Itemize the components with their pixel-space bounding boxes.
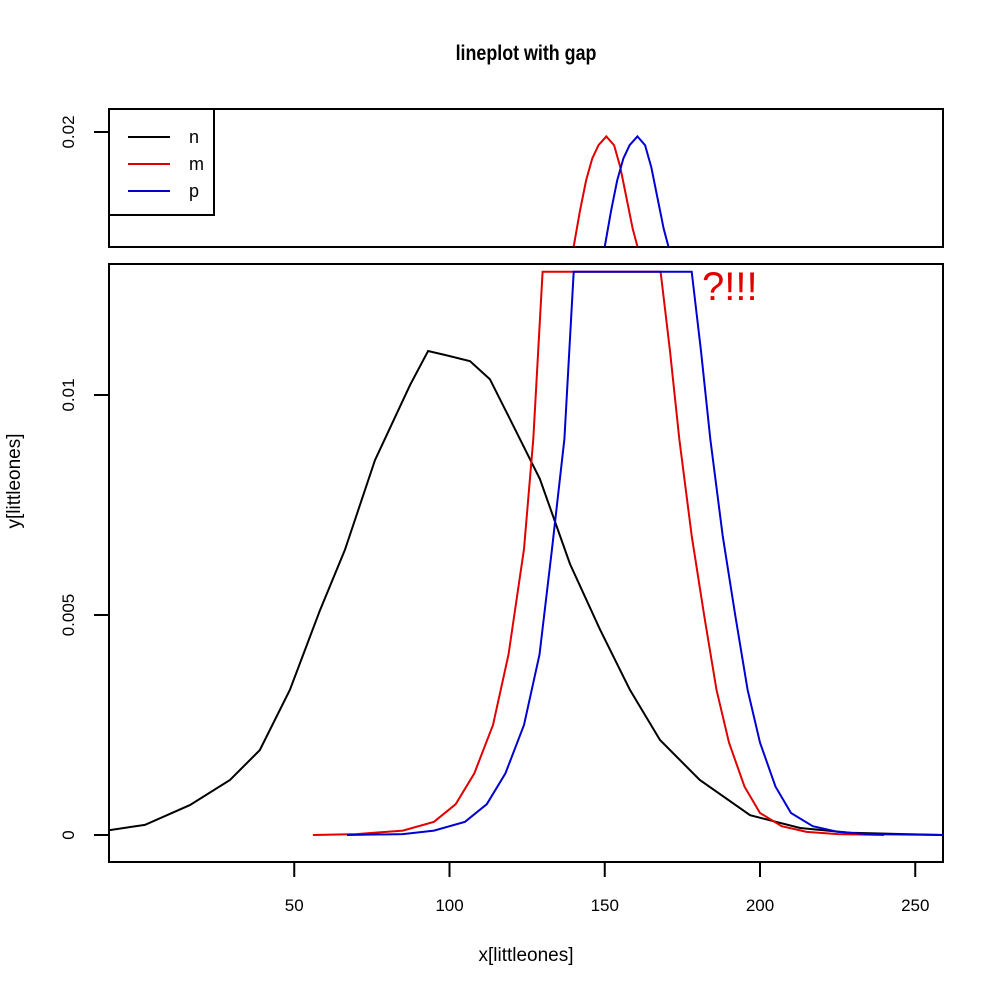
x-tick-label: 200 <box>746 896 774 915</box>
lower-panel-frame <box>108 263 944 863</box>
y-tick-label: 0.005 <box>59 594 78 637</box>
series-line-p <box>346 270 944 836</box>
legend-label-n: n <box>189 127 199 147</box>
y-tick-label: 0 <box>59 830 78 839</box>
x-tick-label: 50 <box>285 896 304 915</box>
x-tick-label: 250 <box>901 896 929 915</box>
legend: nmp <box>108 108 215 216</box>
y-tick-label: 0.01 <box>59 378 78 411</box>
annotation-text: ?!!! <box>702 265 758 309</box>
series-line-m <box>312 270 885 836</box>
x-axis-label: x[littleones] <box>478 945 574 966</box>
series-line-n <box>108 349 944 836</box>
series-line-m_upper <box>572 134 639 247</box>
chart-title: lineplot with gap <box>455 42 597 65</box>
legend-label-m: m <box>189 154 204 174</box>
series-line-p_upper <box>603 134 670 247</box>
x-tick-label: 150 <box>591 896 619 915</box>
upper-panel-frame <box>108 108 944 248</box>
legend-label-p: p <box>189 181 199 201</box>
x-tick-label: 100 <box>435 896 463 915</box>
y-tick-label: 0.02 <box>59 115 78 148</box>
